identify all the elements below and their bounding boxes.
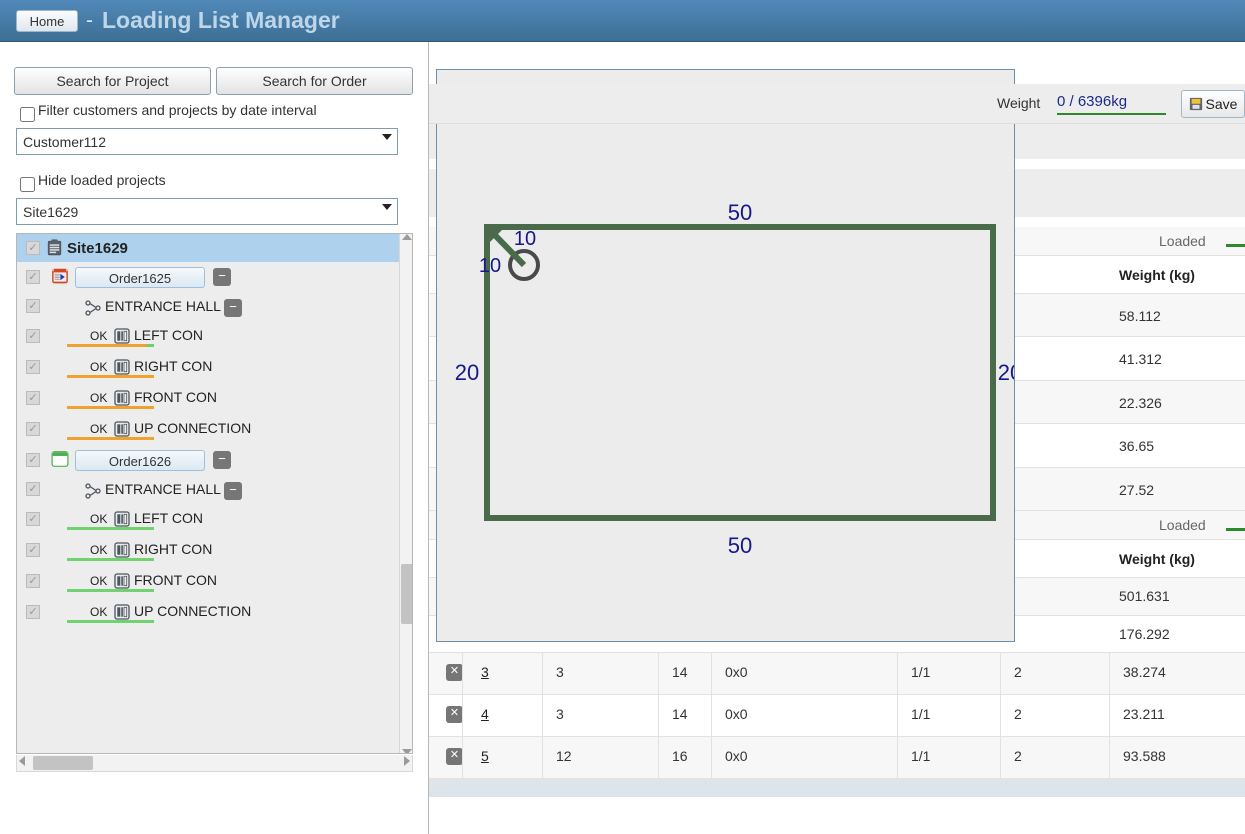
svg-text:20: 20 bbox=[998, 360, 1015, 385]
svg-text:50: 50 bbox=[728, 533, 752, 558]
svg-text:50: 50 bbox=[728, 200, 752, 225]
svg-text:10: 10 bbox=[514, 228, 536, 250]
svg-text:10: 10 bbox=[479, 255, 501, 277]
svg-text:20: 20 bbox=[455, 360, 479, 385]
